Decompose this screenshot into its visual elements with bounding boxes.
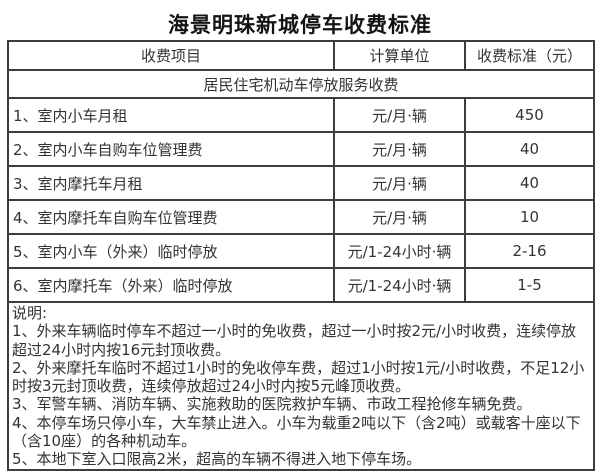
table-header-row: 收费项目 计算单位 收费标准（元） <box>7 40 595 71</box>
row-value: 450 <box>464 97 595 133</box>
notes-label: 说明: <box>12 304 48 322</box>
row-unit: 元/月·辆 <box>333 199 466 235</box>
row-unit: 元/1-24小时·辆 <box>333 267 466 303</box>
table-row: 1、室内小车月租 元/月·辆 450 <box>7 97 595 133</box>
section-header-row: 居民住宅机动车停放服务收费 <box>7 69 595 99</box>
header-cell-standard: 收费标准（元） <box>464 40 595 71</box>
note-item: 1、外来车辆临时停车不超过一小时的免收费，超过一小时按2元/小时收费，连续停放超… <box>12 322 577 359</box>
notes-cell: 说明: 1、外来车辆临时停车不超过一小时的免收费，超过一小时按2元/小时收费，连… <box>7 301 595 471</box>
section-header-label: 居民住宅机动车停放服务收费 <box>7 69 595 99</box>
note-item: 5、本地下室入口限高2米，超高的车辆不得进入地下停车场。 <box>12 450 422 469</box>
note-item: 4、本停车场只停小车，大车禁止进入。小车为载重2吨以下（含2吨）或载客十座以下（… <box>12 413 581 451</box>
row-label: 4、室内摩托车自购车位管理费 <box>7 199 335 235</box>
row-label: 5、室内小车（外来）临时停放 <box>7 233 335 269</box>
note-item: 2、外来摩托车临时不超过1小时的免收停车费，超过1小时按1元/小时收费，不足12… <box>12 358 585 396</box>
notes-row: 说明: 1、外来车辆临时停车不超过一小时的免收费，超过一小时按2元/小时收费，连… <box>7 301 595 471</box>
row-label: 6、室内摩托车（外来）临时停放 <box>7 267 335 303</box>
fee-table: 收费项目 计算单位 收费标准（元） 居民住宅机动车停放服务收费 1、室内小车月租… <box>7 40 595 471</box>
table-row: 2、室内小车自购车位管理费 元/月·辆 40 <box>7 131 595 167</box>
table-row: 4、室内摩托车自购车位管理费 元/月·辆 10 <box>7 199 595 235</box>
row-value: 1-5 <box>464 267 595 303</box>
page-title: 海景明珠新城停车收费标准 <box>168 13 432 37</box>
table-row: 6、室内摩托车（外来）临时停放 元/1-24小时·辆 1-5 <box>7 267 595 303</box>
row-unit: 元/1-24小时·辆 <box>333 233 466 269</box>
row-label: 2、室内小车自购车位管理费 <box>7 131 335 167</box>
header-cell-item: 收费项目 <box>7 40 335 71</box>
row-unit: 元/月·辆 <box>333 165 466 201</box>
row-value: 40 <box>464 165 595 201</box>
row-unit: 元/月·辆 <box>333 97 466 133</box>
note-item: 3、军警车辆、消防车辆、实施救助的医院救护车辆、市政工程抢修车辆免费。 <box>12 395 532 414</box>
table-row: 3、室内摩托车月租 元/月·辆 40 <box>7 165 595 201</box>
header-cell-unit: 计算单位 <box>333 40 466 71</box>
row-label: 3、室内摩托车月租 <box>7 165 335 201</box>
row-value: 10 <box>464 199 595 235</box>
table-row: 5、室内小车（外来）临时停放 元/1-24小时·辆 2-16 <box>7 233 595 269</box>
row-value: 2-16 <box>464 233 595 269</box>
row-label: 1、室内小车月租 <box>7 97 335 133</box>
row-unit: 元/月·辆 <box>333 131 466 167</box>
row-value: 40 <box>464 131 595 167</box>
